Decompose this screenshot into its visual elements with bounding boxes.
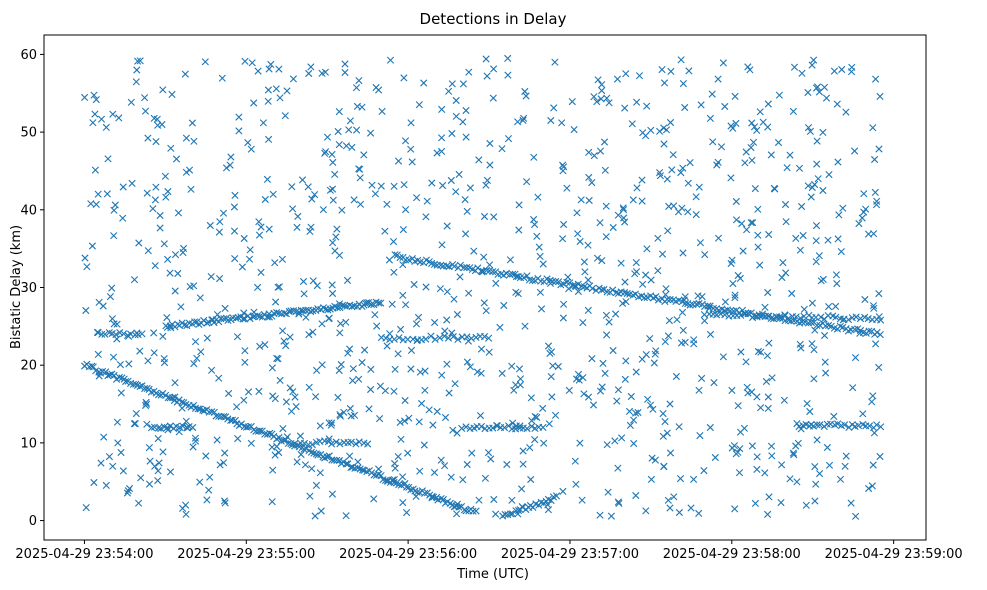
x-tick-label: 2025-04-29 23:58:00: [663, 547, 801, 562]
y-axis-title: Bistatic Delay (km): [9, 225, 24, 349]
y-tick-label: 40: [20, 203, 37, 218]
x-tick-label: 2025-04-29 23:55:00: [177, 547, 315, 562]
chart-title: Detections in Delay: [420, 10, 567, 28]
x-tick-label: 2025-04-29 23:57:00: [501, 547, 639, 562]
x-axis-title: Time (UTC): [456, 567, 529, 582]
x-tick-label: 2025-04-29 23:59:00: [825, 547, 963, 562]
x-tick-label: 2025-04-29 23:54:00: [15, 547, 153, 562]
y-tick-label: 20: [20, 359, 37, 374]
y-tick-label: 60: [20, 48, 37, 63]
y-tick-label: 0: [29, 514, 37, 529]
y-tick-label: 10: [20, 436, 37, 451]
x-tick-label: 2025-04-29 23:56:00: [339, 547, 477, 562]
y-tick-label: 50: [20, 126, 37, 141]
